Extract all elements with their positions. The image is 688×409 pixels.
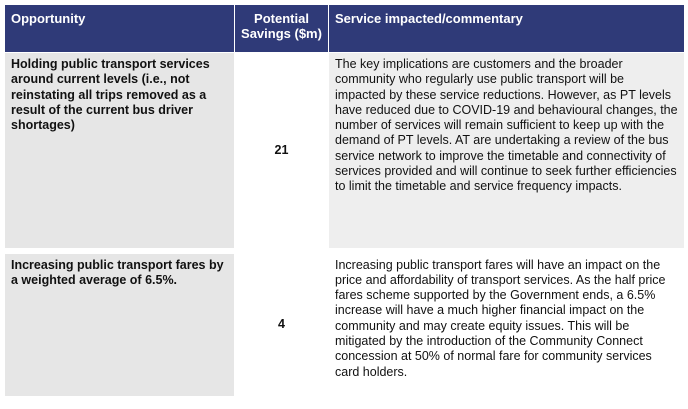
header-opportunity: Opportunity	[4, 4, 235, 53]
commentary-cell: The key implications are customers and t…	[328, 52, 685, 254]
savings-cell: 21	[234, 52, 329, 254]
opportunities-table: Opportunity Potential Savings ($m) Servi…	[4, 4, 685, 397]
opportunity-cell: Increasing public transport fares by a w…	[4, 250, 235, 397]
table-row: Increasing public transport fares by a w…	[4, 250, 685, 397]
header-row: Opportunity Potential Savings ($m) Servi…	[4, 4, 685, 53]
commentary-cell: Increasing public transport fares will h…	[328, 250, 685, 397]
table-row: Holding public transport services around…	[4, 52, 685, 254]
header-commentary: Service impacted/commentary	[328, 4, 685, 53]
savings-cell: 4	[234, 250, 329, 397]
header-potential-savings: Potential Savings ($m)	[234, 4, 329, 53]
opportunity-cell: Holding public transport services around…	[4, 52, 235, 254]
